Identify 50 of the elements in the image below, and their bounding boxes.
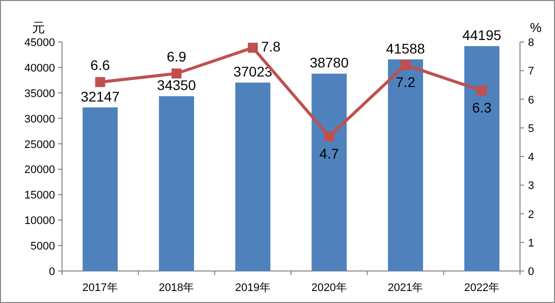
data-label: 38780 (310, 54, 349, 71)
y2-tick-label: 8 (528, 37, 534, 49)
y-axis-title: 元 (32, 20, 45, 35)
bar (82, 107, 118, 271)
y-tick-label: 35000 (24, 88, 55, 100)
point (476, 86, 487, 96)
x-tick-label: 2019年 (235, 282, 271, 294)
point (248, 42, 258, 53)
data-label: 4.7 (319, 145, 340, 162)
y-tick-label: 40000 (24, 62, 55, 74)
x-tick-label: 2021年 (388, 282, 424, 294)
y2-tick-label: 0 (528, 266, 534, 278)
y-tick-label: 10000 (24, 215, 55, 228)
point (172, 68, 182, 78)
y-tick-label: 45000 (24, 37, 55, 49)
x-tick-label: 2022年 (464, 282, 500, 294)
x-tick-label: 2020年 (311, 282, 347, 294)
x-tick-label: 2017年 (82, 282, 118, 294)
data-label: 7.8 (261, 38, 281, 55)
y2-tick-label: 2 (528, 208, 534, 221)
data-label: 6.6 (90, 57, 110, 74)
point (324, 131, 334, 142)
y2-axis-title: % (530, 20, 542, 35)
y2-tick-label: 6 (528, 94, 534, 106)
y2-tick-label: 7 (528, 66, 534, 78)
data-label: 44195 (462, 27, 502, 44)
y-tick-label: 20000 (24, 164, 55, 176)
y-tick-label: 15000 (24, 190, 55, 202)
data-label: 6.3 (472, 100, 492, 116)
x-tick-label: 2018年 (158, 282, 194, 294)
bar (158, 96, 194, 271)
data-label: 7.2 (396, 74, 416, 90)
data-label: 6.9 (166, 48, 186, 64)
y2-tick-label: 3 (528, 180, 534, 192)
bar (312, 74, 347, 271)
bar (464, 46, 500, 271)
y2-tick-label: 1 (528, 237, 534, 250)
data-label: 41588 (386, 40, 426, 56)
bar (235, 82, 270, 271)
y-tick-label: 25000 (24, 138, 55, 151)
y-tick-label: 5000 (30, 240, 55, 253)
point (400, 60, 410, 70)
y-tick-label: 0 (48, 266, 55, 278)
bar (388, 59, 424, 271)
y2-tick-label: 5 (528, 122, 534, 135)
y2-tick-label: 4 (528, 152, 534, 164)
data-label: 32147 (80, 88, 120, 104)
y-tick-label: 30000 (24, 113, 55, 126)
point (95, 77, 106, 88)
data-label: 34350 (157, 77, 196, 94)
